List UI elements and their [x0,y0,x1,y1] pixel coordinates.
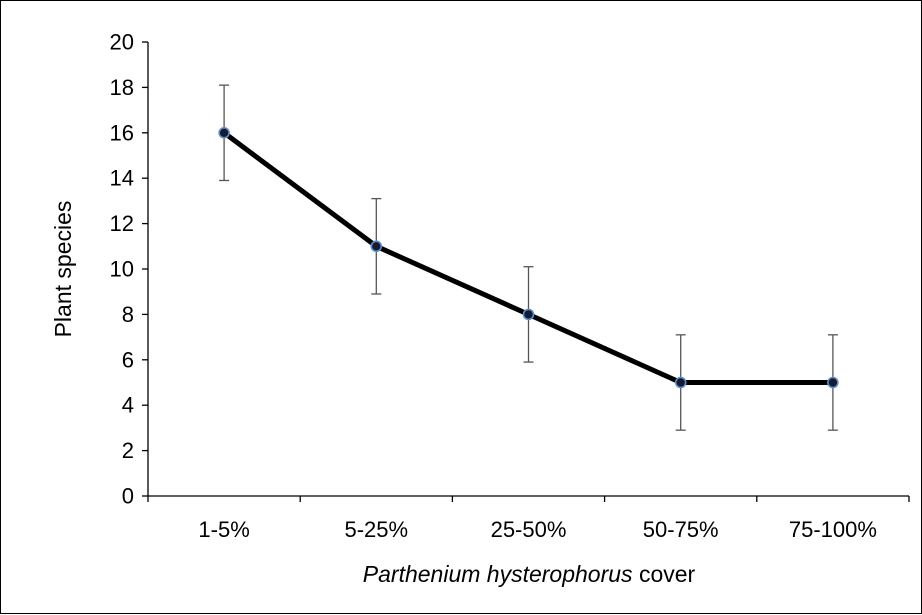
y-tick-label: 18 [110,75,134,100]
data-point [827,376,839,389]
x-tick-label: 75-100% [789,517,877,542]
markers [218,127,839,389]
x-tick-label: 5-25% [345,517,409,542]
y-tick-label: 16 [110,120,134,145]
data-point [370,240,383,253]
y-tick-label: 2 [122,438,134,463]
y-tick-label: 8 [122,302,134,327]
data-point [522,308,535,321]
y-tick-label: 12 [110,211,134,236]
x-tick-label: 50-75% [643,517,719,542]
y-tick-label: 14 [110,166,134,191]
y-tick-label: 10 [110,257,134,282]
x-axis-title-italic: Parthenium hysterophorus [363,561,633,587]
data-point [674,376,687,389]
x-axis-title-rest: cover [633,561,696,587]
y-tick-label: 20 [110,30,134,55]
x-axis-title: Parthenium hysterophorus cover [363,561,696,587]
y-axis-title: Plant species [50,201,76,338]
y-tick-label: 0 [122,484,134,509]
y-tick-label: 4 [122,393,134,418]
tick-labels: 0 2 4 6 8 10 12 14 16 18 20 1-5% 5-25% 25-50% 50-75% 75… [110,30,877,543]
y-tick-label: 6 [122,347,134,372]
data-point [218,127,230,139]
x-tick-label: 25-50% [491,517,567,542]
axes [142,41,910,502]
x-tick-label: 1-5% [198,517,249,542]
error-bars [219,84,838,431]
